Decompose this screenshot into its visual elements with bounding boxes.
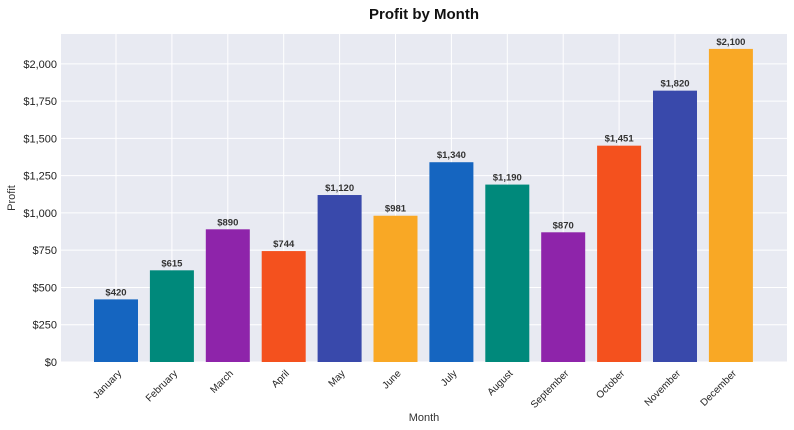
y-tick-label: $2,000 — [23, 59, 57, 71]
data-label: $1,120 — [325, 183, 354, 194]
bar-october — [597, 145, 642, 362]
data-label: $890 — [217, 217, 238, 228]
x-tick-label: April — [270, 368, 292, 390]
y-tick-label: $1,250 — [23, 171, 57, 183]
x-tick-label: July — [439, 368, 459, 388]
x-tick-label: November — [643, 368, 684, 409]
bar-april — [261, 251, 306, 362]
x-tick-label: May — [327, 368, 348, 389]
y-tick-label: $250 — [33, 320, 57, 332]
bar-june — [373, 215, 418, 362]
y-tick-label: $1,750 — [23, 96, 57, 108]
x-axis-label: Month — [409, 412, 440, 424]
x-tick-label: March — [208, 368, 235, 395]
bar-february — [149, 270, 194, 362]
bar-march — [205, 229, 250, 362]
y-tick-label: $750 — [33, 245, 57, 257]
x-tick-label: October — [594, 368, 627, 401]
data-label: $1,820 — [660, 79, 689, 90]
data-label: $744 — [273, 239, 295, 250]
x-tick-label: August — [486, 368, 516, 398]
data-label: $1,451 — [605, 134, 635, 145]
y-tick-label: $0 — [45, 357, 57, 369]
bar-december — [708, 48, 753, 363]
data-label: $1,340 — [437, 150, 466, 161]
bar-september — [541, 232, 586, 362]
y-axis-label: Profit — [6, 185, 18, 211]
data-label: $870 — [553, 220, 574, 231]
bar-january — [94, 299, 138, 362]
data-label: $420 — [105, 287, 126, 298]
y-tick-labels: $0 $250 $500 $750 $1,000 $1,250 $1,500 $1,750 $2… — [23, 59, 57, 369]
y-tick-label: $500 — [33, 282, 57, 294]
x-tick-label: June — [381, 368, 404, 391]
bar-may — [317, 195, 362, 362]
x-tick-label: September — [529, 368, 572, 411]
data-label: $1,190 — [493, 173, 522, 184]
data-label: $2,100 — [716, 37, 745, 48]
y-tick-label: $1,500 — [23, 133, 57, 145]
x-tick-label: December — [699, 368, 740, 409]
bar-july — [429, 162, 474, 362]
data-labels-group: $420 $615 $890 $744 $1,120 $981 $1,340 $1,190 $8… — [105, 37, 745, 298]
data-label: $981 — [385, 204, 407, 215]
y-tick-label: $1,000 — [23, 208, 57, 220]
bar-november — [653, 90, 697, 363]
x-tick-label: February — [144, 368, 180, 404]
bars-group — [94, 48, 753, 363]
data-label: $615 — [161, 258, 183, 269]
x-tick-labels: January February March April May June July Augu… — [91, 368, 739, 411]
x-tick-label: January — [91, 368, 124, 401]
bar-august — [485, 184, 530, 362]
chart-title: Profit by Month — [369, 6, 479, 23]
